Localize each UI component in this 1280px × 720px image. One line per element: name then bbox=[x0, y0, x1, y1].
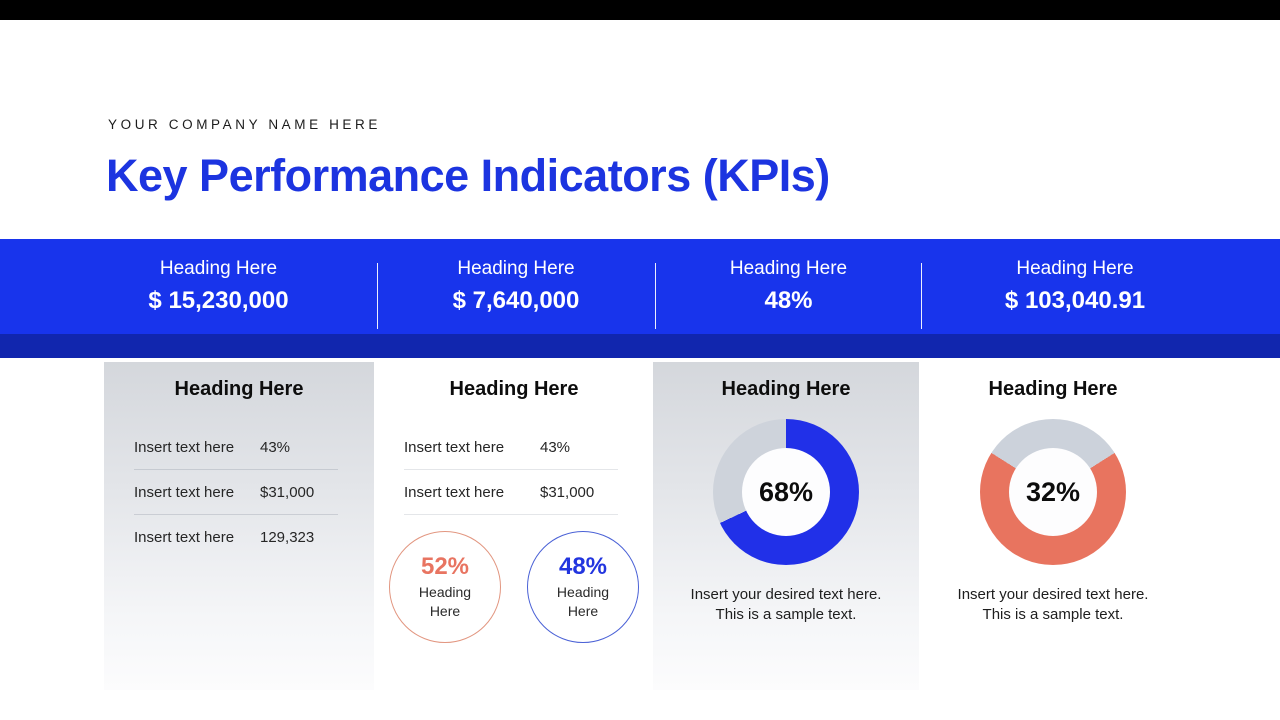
table-row: Insert text here 43% bbox=[134, 425, 338, 470]
kpi-value: $ 103,040.91 bbox=[1004, 287, 1146, 314]
card-heading: Heading Here bbox=[988, 378, 1118, 400]
card-heading: Heading Here bbox=[449, 378, 579, 400]
kpi-heading: Heading Here bbox=[729, 258, 848, 279]
row-value: $31,000 bbox=[540, 483, 595, 501]
donut-chart-32: 32% bbox=[980, 419, 1126, 565]
navy-accent-strip bbox=[0, 334, 1280, 358]
kpi-value: $ 15,230,000 bbox=[148, 287, 289, 314]
row-value: 129,323 bbox=[260, 528, 315, 546]
row-value: 43% bbox=[260, 438, 291, 456]
table-row: Insert text here $31,000 bbox=[134, 470, 338, 515]
row-label: Insert text here bbox=[134, 438, 235, 456]
kpi-value: $ 7,640,000 bbox=[452, 287, 580, 314]
kpi-heading: Heading Here bbox=[1016, 258, 1134, 279]
row-label: Insert text here bbox=[404, 483, 505, 501]
banner-column-divider bbox=[655, 263, 656, 329]
kpi-heading: Heading Here bbox=[159, 258, 278, 279]
donut-chart-68: 68% bbox=[713, 419, 859, 565]
donut-center-label: 32% bbox=[1009, 448, 1097, 536]
table-row: Insert text here 43% bbox=[404, 425, 618, 470]
top-black-bar bbox=[0, 0, 1280, 20]
metrics-rows: Insert text here 43% Insert text here $3… bbox=[404, 425, 618, 515]
card-donut-coral: Heading Here 32% Insert your desired tex… bbox=[919, 362, 1187, 690]
kpi-banner-item-1: Heading Here $ 15,230,000 bbox=[0, 239, 377, 334]
circle-percent: 48% bbox=[558, 553, 608, 581]
card-metrics-table-1: Heading Here Insert text here 43% Insert… bbox=[104, 362, 374, 690]
row-label: Insert text here bbox=[404, 438, 505, 456]
company-name: YOUR COMPANY NAME HERE bbox=[108, 117, 381, 132]
kpi-value: 48% bbox=[764, 287, 813, 314]
table-row: Insert text here $31,000 bbox=[404, 470, 618, 515]
kpi-banner-item-4: Heading Here $ 103,040.91 bbox=[922, 239, 1280, 334]
banner-column-divider bbox=[921, 263, 922, 329]
card-metrics-table-2: Heading Here Insert text here 43% Insert… bbox=[374, 362, 654, 690]
row-value: $31,000 bbox=[260, 483, 315, 501]
percent-circles: 52% Heading Here 48% Heading Here bbox=[374, 531, 654, 643]
table-row: Insert text here 129,323 bbox=[134, 515, 338, 559]
donut-center-label: 68% bbox=[742, 448, 830, 536]
row-value: 43% bbox=[540, 438, 571, 456]
kpi-banner-item-2: Heading Here $ 7,640,000 bbox=[377, 239, 655, 334]
kpi-banner-item-3: Heading Here 48% bbox=[655, 239, 922, 334]
circle-label: Heading Here bbox=[418, 584, 472, 619]
percent-circle-coral: 52% Heading Here bbox=[389, 531, 501, 643]
card-caption: Insert your desired text here. This is a… bbox=[957, 586, 1149, 623]
circle-label: Heading Here bbox=[556, 584, 610, 619]
card-heading: Heading Here bbox=[721, 378, 851, 400]
circle-percent: 52% bbox=[420, 553, 470, 581]
banner-column-divider bbox=[377, 263, 378, 329]
card-caption: Insert your desired text here. This is a… bbox=[690, 586, 882, 623]
card-heading: Heading Here bbox=[174, 378, 304, 400]
metrics-rows: Insert text here 43% Insert text here $3… bbox=[134, 425, 338, 559]
row-label: Insert text here bbox=[134, 483, 235, 501]
card-donut-blue: Heading Here 68% Insert your desired tex… bbox=[653, 362, 919, 690]
page-title: Key Performance Indicators (KPIs) bbox=[106, 150, 830, 201]
kpi-banner: Heading Here $ 15,230,000 Heading Here $… bbox=[0, 239, 1280, 334]
percent-circle-blue: 48% Heading Here bbox=[527, 531, 639, 643]
row-label: Insert text here bbox=[134, 528, 235, 546]
kpi-heading: Heading Here bbox=[457, 258, 575, 279]
